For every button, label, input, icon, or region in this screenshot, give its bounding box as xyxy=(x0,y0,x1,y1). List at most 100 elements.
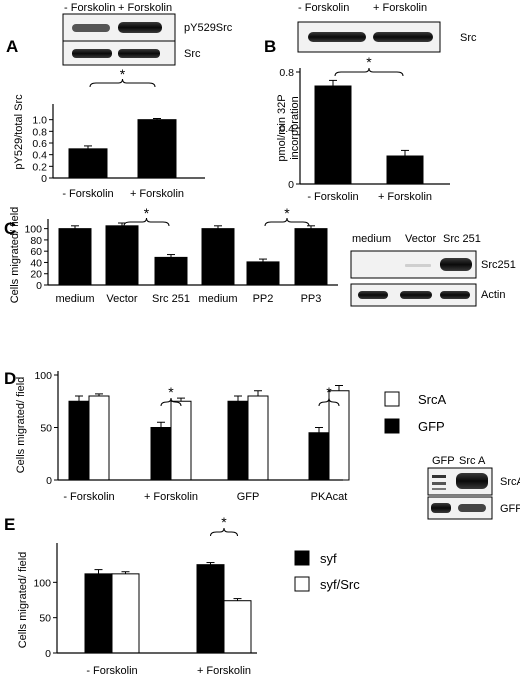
chart-e-legend-label: syf/Src xyxy=(320,577,360,592)
chart-c-bar xyxy=(201,228,235,286)
blot-d-band xyxy=(432,488,446,490)
blot-d-band xyxy=(432,475,446,478)
blot-a-lane-label: - Forskolin xyxy=(64,2,115,14)
blot-c: medium Vector Src 251 Src251 Actin xyxy=(350,233,516,307)
chart-d: 0 50 100 Cells migrated/ field - Forskolin + … xyxy=(15,370,447,503)
chart-d-bar xyxy=(88,395,110,481)
chart-a-y-tick-label: 0.4 xyxy=(32,150,47,162)
chart-e-y-tick-label: 50 xyxy=(39,613,51,625)
chart-a-bar xyxy=(137,119,177,179)
chart-c-y-axis-label: Cells migrated/ field xyxy=(9,207,21,304)
chart-d-y-tick-label: 50 xyxy=(40,423,52,435)
chart-c-x-tick-label: medium xyxy=(55,293,94,305)
chart-d-bar xyxy=(247,395,269,481)
blot-a-row-label: Src xyxy=(184,48,201,60)
blot-c-band xyxy=(440,258,472,271)
chart-d-x-tick-label: - Forskolin xyxy=(63,491,114,503)
chart-d-bar xyxy=(150,427,172,481)
chart-a: 00.20.40.60.81.0 pY529/total Src - Forskol… xyxy=(13,66,205,200)
blot-b-band xyxy=(373,32,433,42)
chart-a-y-axis-label: pY529/total Src xyxy=(13,94,25,170)
chart-c-x-tick-label: PP2 xyxy=(253,293,274,305)
chart-e-y-tick-label: 100 xyxy=(33,577,51,589)
chart-c-x-tick-label: Src 251 xyxy=(152,293,190,305)
chart-c-y-tick-label: 0 xyxy=(36,280,42,292)
chart-d-legend-swatch xyxy=(384,418,400,434)
blot-d: GFP Src A SrcA GFP xyxy=(427,455,520,520)
chart-e-bar xyxy=(111,573,140,654)
chart-d-bar xyxy=(227,400,249,481)
chart-d-x-tick-label: + Forskolin xyxy=(144,491,198,503)
blot-c-row-label: Actin xyxy=(481,289,505,301)
chart-d-significance-star: * xyxy=(168,384,174,400)
chart-d-y-tick-label: 0 xyxy=(46,475,52,487)
chart-a-y-tick-label: 0.8 xyxy=(32,126,47,138)
chart-b-bar xyxy=(314,85,352,185)
chart-d-bar xyxy=(170,400,192,481)
chart-b-x-tick-label: + Forskolin xyxy=(378,191,432,203)
blot-a-band xyxy=(72,49,112,58)
blot-a-band xyxy=(118,49,160,58)
chart-d-y-tick-label: 100 xyxy=(34,370,52,382)
chart-d-significance-brace xyxy=(160,397,182,407)
chart-c-significance-brace xyxy=(264,217,310,227)
chart-e-x-tick-label: - Forskolin xyxy=(86,665,137,677)
blot-b-band xyxy=(308,32,366,42)
chart-e-x-tick-label: + Forskolin xyxy=(197,665,251,677)
chart-d-legend-swatch xyxy=(384,391,400,407)
chart-c-y-tick-label: 80 xyxy=(30,235,42,247)
chart-a-x-tick-label: + Forskolin xyxy=(130,188,184,200)
chart-c-significance-star: * xyxy=(144,205,150,221)
chart-e-bar xyxy=(196,564,225,654)
chart-a-y-tick-label: 0.2 xyxy=(32,161,47,173)
blot-b: - Forskolin + Forskolin Src xyxy=(297,2,477,53)
chart-b-y-axis-label-line: incorporation xyxy=(289,96,301,160)
chart-e-legend-label: syf xyxy=(320,551,337,566)
chart-a-y-tick-label: 0 xyxy=(41,173,47,185)
chart-b-y-tick-label: 0.8 xyxy=(279,67,294,79)
blot-c-band xyxy=(405,264,431,267)
chart-e-legend-swatch xyxy=(294,576,310,592)
chart-d-legend-label: SrcA xyxy=(418,392,447,407)
chart-d-bar xyxy=(68,400,90,481)
chart-e-significance-brace xyxy=(210,527,238,537)
chart-a-significance-star: * xyxy=(120,66,126,82)
chart-e-bar xyxy=(223,600,252,654)
chart-d-significance-brace xyxy=(318,397,340,407)
blot-b-row-label: Src xyxy=(460,32,477,44)
blot-b-lane-label: + Forskolin xyxy=(373,2,427,14)
chart-d-bar xyxy=(308,432,330,481)
chart-b-y-tick-label: 0 xyxy=(288,179,294,191)
chart-c-x-tick-label: PP3 xyxy=(301,293,322,305)
blot-d-band xyxy=(456,473,488,489)
chart-b-y-axis-label-line: pmol/min 32P xyxy=(276,94,288,161)
chart-c-bar xyxy=(294,228,328,286)
chart-b-significance-star: * xyxy=(366,54,372,70)
chart-d-y-axis-label: Cells migrated/ field xyxy=(15,377,27,474)
blot-d-band xyxy=(458,504,486,512)
chart-c-bar xyxy=(58,228,92,286)
chart-d-x-tick-label: PKAcat xyxy=(311,491,348,503)
blot-d-band xyxy=(432,482,446,485)
blot-a-band xyxy=(72,24,110,32)
chart-e: 0 50 100 Cells migrated/ field - Forskolin + … xyxy=(17,514,360,677)
blot-d-band xyxy=(431,503,451,513)
blot-c-band xyxy=(400,291,432,299)
chart-d-significance-star: * xyxy=(326,384,332,400)
chart-c-bar xyxy=(246,261,280,286)
chart-e-legend-swatch xyxy=(294,550,310,566)
blot-a: - Forskolin + Forskolin pY529Src Src xyxy=(62,2,233,66)
chart-e-significance-star: * xyxy=(221,514,227,530)
blot-c-band xyxy=(440,291,470,299)
blot-c-lane-label: medium xyxy=(352,233,391,245)
chart-e-bar xyxy=(84,573,113,654)
chart-c-y-tick-label: 100 xyxy=(24,224,42,236)
chart-e-y-axis-label: Cells migrated/ field xyxy=(17,552,29,649)
chart-b-significance-brace xyxy=(334,67,404,77)
chart-a-significance-brace xyxy=(89,78,156,88)
chart-b-y-tick-label: 0.4 xyxy=(279,123,294,135)
blot-d-lane-label: Src A xyxy=(459,455,486,467)
panel-label-b: B xyxy=(264,37,276,56)
